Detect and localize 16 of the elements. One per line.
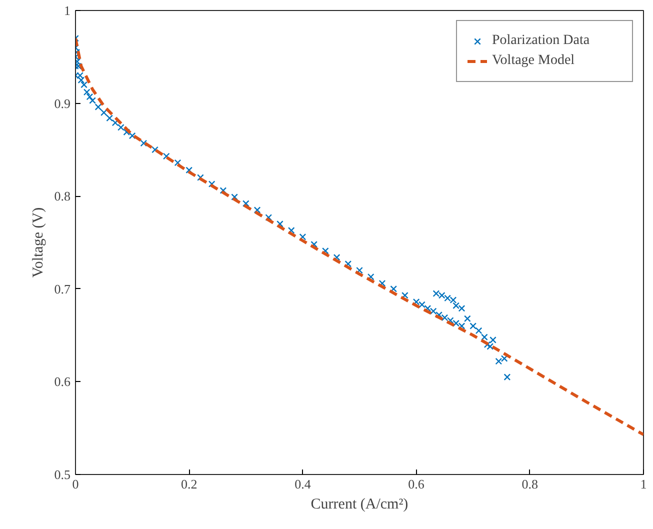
y-tick-label: 1 xyxy=(64,3,70,18)
x-tick-label: 0.4 xyxy=(294,476,312,492)
x-tick-label: 0.8 xyxy=(522,476,538,492)
y-tick-label: 0.9 xyxy=(54,96,70,111)
y-tick-label: 0.6 xyxy=(54,374,71,390)
x-tick-label: 0.2 xyxy=(180,476,198,492)
x-tick-label: 0.6 xyxy=(408,476,425,492)
legend-label: Voltage Model xyxy=(492,53,576,69)
legend-label: Polarization Data xyxy=(492,33,591,49)
y-axis-title: Voltage (V) xyxy=(30,207,46,278)
x-tick-label: 1 xyxy=(640,476,647,492)
y-tick-label: 0.8 xyxy=(54,188,70,204)
x-axis-title: Current (A/cm²) xyxy=(310,496,408,512)
y-tick-label: 0.5 xyxy=(54,467,70,482)
x-tick-label: 0 xyxy=(72,476,79,492)
y-tick-label: 0.7 xyxy=(54,281,71,296)
